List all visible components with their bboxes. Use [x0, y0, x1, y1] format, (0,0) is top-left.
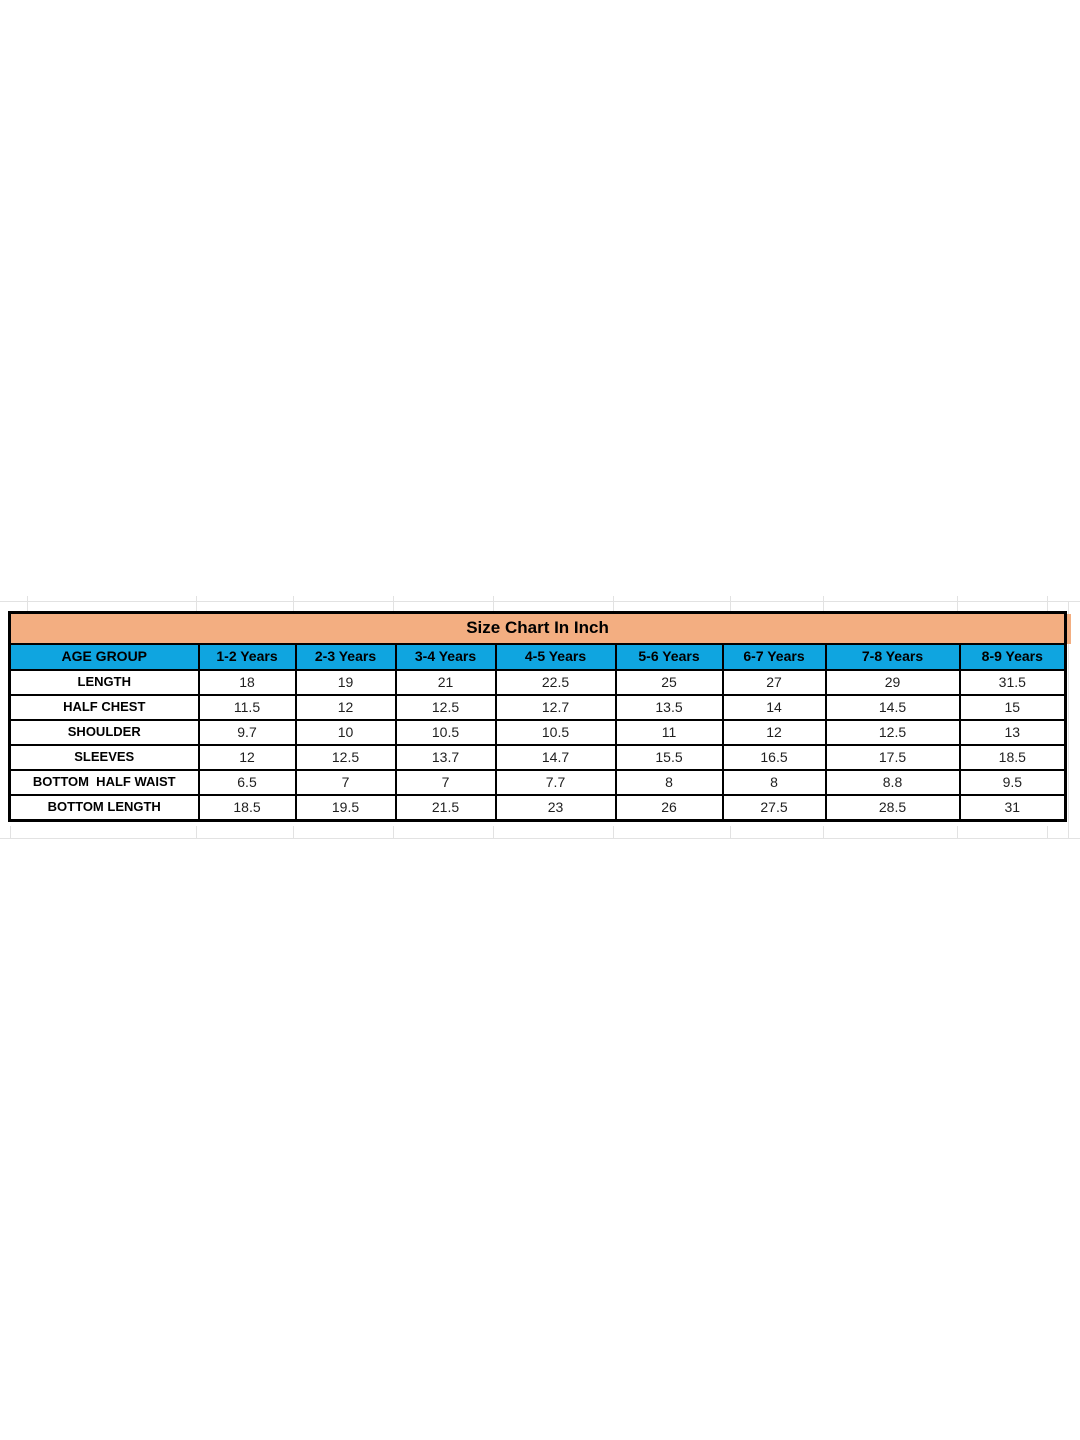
table-cell: 31	[958, 794, 1067, 822]
table-header-row: AGE GROUP 1-2 Years 2-3 Years 3-4 Years 4-5 …	[8, 643, 1067, 671]
table-cell: 18.5	[958, 744, 1067, 771]
sheet-gridline	[1047, 826, 1048, 838]
table-title-row: Size Chart In Inch	[8, 611, 1067, 645]
size-chart-table: Size Chart In Inch AGE GROUP 1-2 Years 2-3…	[8, 611, 1068, 822]
row-label: BOTTOM HALF WAIST	[8, 769, 200, 796]
table-cell: 12.5	[394, 694, 497, 721]
table-cell: 16.5	[721, 744, 827, 771]
table-cell: 12	[294, 694, 397, 721]
sheet-gridline	[196, 596, 197, 611]
sheet-gridline	[493, 596, 494, 611]
table-cell: 7.7	[494, 769, 617, 796]
table-cell: 31.5	[958, 669, 1067, 696]
table-cell: 7	[394, 769, 497, 796]
table-cell: 19.5	[294, 794, 397, 822]
sheet-gridline	[957, 596, 958, 611]
row-label: HALF CHEST	[8, 694, 200, 721]
sheet-gridline	[293, 826, 294, 838]
sheet-gridline	[393, 596, 394, 611]
table-cell: 8.8	[824, 769, 961, 796]
sheet-gridline	[293, 596, 294, 611]
table-cell: 10.5	[394, 719, 497, 746]
table-cell: 13	[958, 719, 1067, 746]
sheet-gridline	[730, 826, 731, 838]
table-row: LENGTH 18 19 21 22.5 25 27 29 31.5	[8, 669, 1067, 696]
sheet-gridline	[957, 826, 958, 838]
column-header: 1-2 Years	[197, 643, 297, 671]
table-cell: 14.7	[494, 744, 617, 771]
table-cell: 9.5	[958, 769, 1067, 796]
table-row: SLEEVES 12 12.5 13.7 14.7 15.5 16.5 17.5 18.5	[8, 744, 1067, 771]
table-cell: 15	[958, 694, 1067, 721]
table-cell: 12.5	[294, 744, 397, 771]
table-cell: 19	[294, 669, 397, 696]
column-header: 4-5 Years	[494, 643, 617, 671]
table-cell: 14.5	[824, 694, 961, 721]
sheet-gridline	[393, 826, 394, 838]
table-body: LENGTH 18 19 21 22.5 25 27 29 31.5 HALF CHEST 11.5…	[8, 669, 1067, 822]
table-cell: 13.5	[614, 694, 724, 721]
row-label: SHOULDER	[8, 719, 200, 746]
sheet-gridline	[10, 826, 11, 838]
sheet-gridline	[27, 596, 28, 611]
table-cell: 12.5	[824, 719, 961, 746]
table-cell: 8	[614, 769, 724, 796]
table-row: SHOULDER 9.7 10 10.5 10.5 11 12 12.5 13	[8, 719, 1067, 746]
table-cell: 27.5	[721, 794, 827, 822]
table-row: BOTTOM LENGTH 18.5 19.5 21.5 23 26 27.5 28.5 31	[8, 794, 1067, 822]
table-cell: 18	[197, 669, 297, 696]
table-row: BOTTOM HALF WAIST 6.5 7 7 7.7 8 8 8.8 9.5	[8, 769, 1067, 796]
sheet-gridline	[823, 826, 824, 838]
sheet-gridline	[613, 826, 614, 838]
sheet-gridline	[1068, 601, 1069, 838]
column-header: 2-3 Years	[294, 643, 397, 671]
table-cell: 8	[721, 769, 827, 796]
table-cell: 11.5	[197, 694, 297, 721]
table-row: HALF CHEST 11.5 12 12.5 12.7 13.5 14 14.5 15	[8, 694, 1067, 721]
table-cell: 17.5	[824, 744, 961, 771]
sheet-gridline	[613, 596, 614, 611]
column-header: 5-6 Years	[614, 643, 724, 671]
row-label: BOTTOM LENGTH	[8, 794, 200, 822]
row-label: SLEEVES	[8, 744, 200, 771]
table-cell: 12	[721, 719, 827, 746]
table-cell: 18.5	[197, 794, 297, 822]
table-cell: 11	[614, 719, 724, 746]
table-cell: 21.5	[394, 794, 497, 822]
age-group-header: AGE GROUP	[8, 643, 200, 671]
table-cell: 12	[197, 744, 297, 771]
sheet-gridline	[0, 838, 1080, 839]
sheet-gridline	[1047, 596, 1048, 611]
table-cell: 13.7	[394, 744, 497, 771]
table-cell: 9.7	[197, 719, 297, 746]
row-label: LENGTH	[8, 669, 200, 696]
sheet-gridline	[823, 596, 824, 611]
sheet-gridline	[493, 826, 494, 838]
table-cell: 10.5	[494, 719, 617, 746]
table-cell: 7	[294, 769, 397, 796]
column-header: 6-7 Years	[721, 643, 827, 671]
title-cell-overhang	[1064, 614, 1071, 644]
table-cell: 14	[721, 694, 827, 721]
table-cell: 12.7	[494, 694, 617, 721]
table-cell: 21	[394, 669, 497, 696]
table-cell: 23	[494, 794, 617, 822]
sheet-gridline	[196, 826, 197, 838]
table-cell: 25	[614, 669, 724, 696]
table-cell: 6.5	[197, 769, 297, 796]
column-header: 7-8 Years	[824, 643, 961, 671]
table-cell: 10	[294, 719, 397, 746]
sheet-gridline	[730, 596, 731, 611]
column-header: 8-9 Years	[958, 643, 1067, 671]
sheet-gridline	[0, 601, 1080, 602]
table-cell: 29	[824, 669, 961, 696]
column-header: 3-4 Years	[394, 643, 497, 671]
table-cell: 22.5	[494, 669, 617, 696]
table-cell: 27	[721, 669, 827, 696]
table-title: Size Chart In Inch	[8, 611, 1067, 645]
table-cell: 28.5	[824, 794, 961, 822]
table-cell: 26	[614, 794, 724, 822]
table-cell: 15.5	[614, 744, 724, 771]
